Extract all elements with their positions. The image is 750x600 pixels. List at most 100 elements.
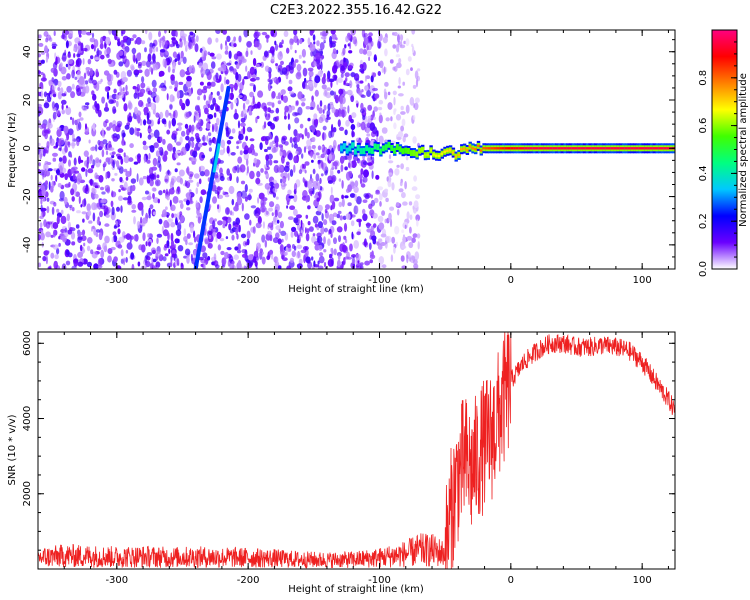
noise-blob [269, 181, 275, 187]
noise-blob [45, 56, 49, 63]
noise-blob [350, 95, 355, 103]
noise-blob [165, 51, 169, 56]
noise-blob [216, 117, 220, 126]
noise-blob [311, 159, 314, 163]
noise-blob [216, 231, 222, 239]
noise-blob [243, 76, 249, 80]
band-core [356, 146, 361, 150]
noise-blob [351, 112, 357, 119]
noise-blob [340, 164, 344, 173]
noise-blob [55, 174, 58, 182]
noise-blob [75, 64, 80, 68]
band-core [474, 148, 478, 151]
noise-blob [320, 61, 323, 71]
noise-blob [176, 150, 181, 154]
noise-blob [408, 201, 413, 206]
noise-blob [140, 265, 147, 269]
noise-blob [149, 61, 154, 65]
noise-blob [304, 127, 308, 137]
noise-blob [156, 174, 160, 179]
noise-blob [77, 49, 81, 54]
noise-blob [130, 235, 134, 240]
noise-blob [140, 82, 146, 89]
noise-blob [359, 64, 364, 69]
noise-blob [159, 111, 164, 119]
noise-blob [98, 175, 104, 183]
noise-blob [337, 210, 342, 215]
noise-blob [234, 82, 238, 91]
noise-blob [347, 202, 352, 207]
noise-blob [212, 220, 216, 229]
noise-blob [329, 253, 333, 259]
noise-blob [336, 49, 339, 55]
noise-blob [313, 148, 316, 155]
noise-blob [166, 93, 169, 101]
noise-blob [107, 79, 113, 86]
noise-blob [238, 266, 244, 269]
noise-blob [40, 229, 44, 235]
noise-blob [145, 103, 150, 108]
noise-blob [245, 50, 249, 57]
noise-blob [230, 101, 234, 110]
noise-blob [207, 132, 212, 137]
noise-blob [307, 261, 313, 269]
noise-blob [256, 242, 261, 250]
noise-blob [195, 202, 199, 208]
noise-blob [313, 61, 317, 67]
noise-blob [291, 226, 297, 232]
band-core [591, 147, 595, 150]
noise-blob [40, 204, 43, 213]
noise-blob [45, 250, 50, 254]
noise-blob [85, 67, 91, 71]
noise-blob [364, 75, 367, 82]
noise-blob [406, 211, 410, 220]
noise-blob [250, 50, 253, 55]
noise-blob [362, 199, 368, 203]
noise-blob [156, 237, 159, 244]
band-core [423, 154, 428, 157]
noise-blob [352, 36, 358, 45]
noise-blob [318, 255, 325, 264]
noise-blob [294, 49, 297, 54]
noise-blob [61, 104, 64, 110]
noise-blob [57, 138, 63, 147]
noise-blob [199, 81, 204, 86]
noise-blob [122, 38, 128, 43]
noise-blob [127, 186, 133, 195]
noise-blob [233, 43, 237, 48]
noise-blob [304, 227, 307, 234]
y-tick-label: 20 [22, 94, 33, 107]
noise-blob [253, 157, 257, 164]
noise-blob [184, 248, 191, 256]
noise-blob [280, 145, 284, 153]
noise-blob [364, 260, 370, 266]
band-core [633, 147, 637, 150]
noise-blob [213, 112, 217, 118]
noise-blob [329, 36, 333, 44]
noise-blob [89, 178, 93, 186]
noise-blob [246, 194, 252, 201]
colorbar: 0.00.20.40.60.8 Normalized spectral ampl… [698, 29, 749, 277]
noise-blob [38, 53, 42, 58]
noise-blob [385, 235, 392, 243]
noise-blob [351, 231, 354, 240]
noise-blob [307, 67, 314, 72]
noise-blob [247, 71, 251, 79]
noise-blob [196, 181, 200, 188]
noise-blob [68, 159, 71, 167]
noise-blob [299, 38, 303, 45]
noise-blob [148, 111, 151, 118]
noise-blob [213, 253, 217, 261]
noise-blob [318, 244, 323, 251]
noise-blob [193, 236, 197, 243]
noise-blob [124, 46, 130, 53]
noise-blob [169, 43, 174, 48]
noise-blob [74, 187, 77, 197]
noise-blob [63, 196, 68, 205]
noise-blob [60, 66, 67, 75]
noise-blob [215, 30, 221, 34]
noise-blob [411, 186, 418, 191]
noise-blob [205, 100, 209, 106]
band-core [387, 143, 391, 146]
band-core [451, 151, 456, 154]
